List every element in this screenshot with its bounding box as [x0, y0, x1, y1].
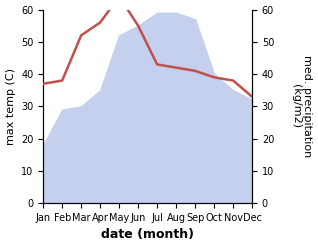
Y-axis label: max temp (C): max temp (C) [5, 68, 16, 145]
X-axis label: date (month): date (month) [101, 228, 194, 242]
Y-axis label: med. precipitation
(kg/m2): med. precipitation (kg/m2) [291, 55, 313, 158]
